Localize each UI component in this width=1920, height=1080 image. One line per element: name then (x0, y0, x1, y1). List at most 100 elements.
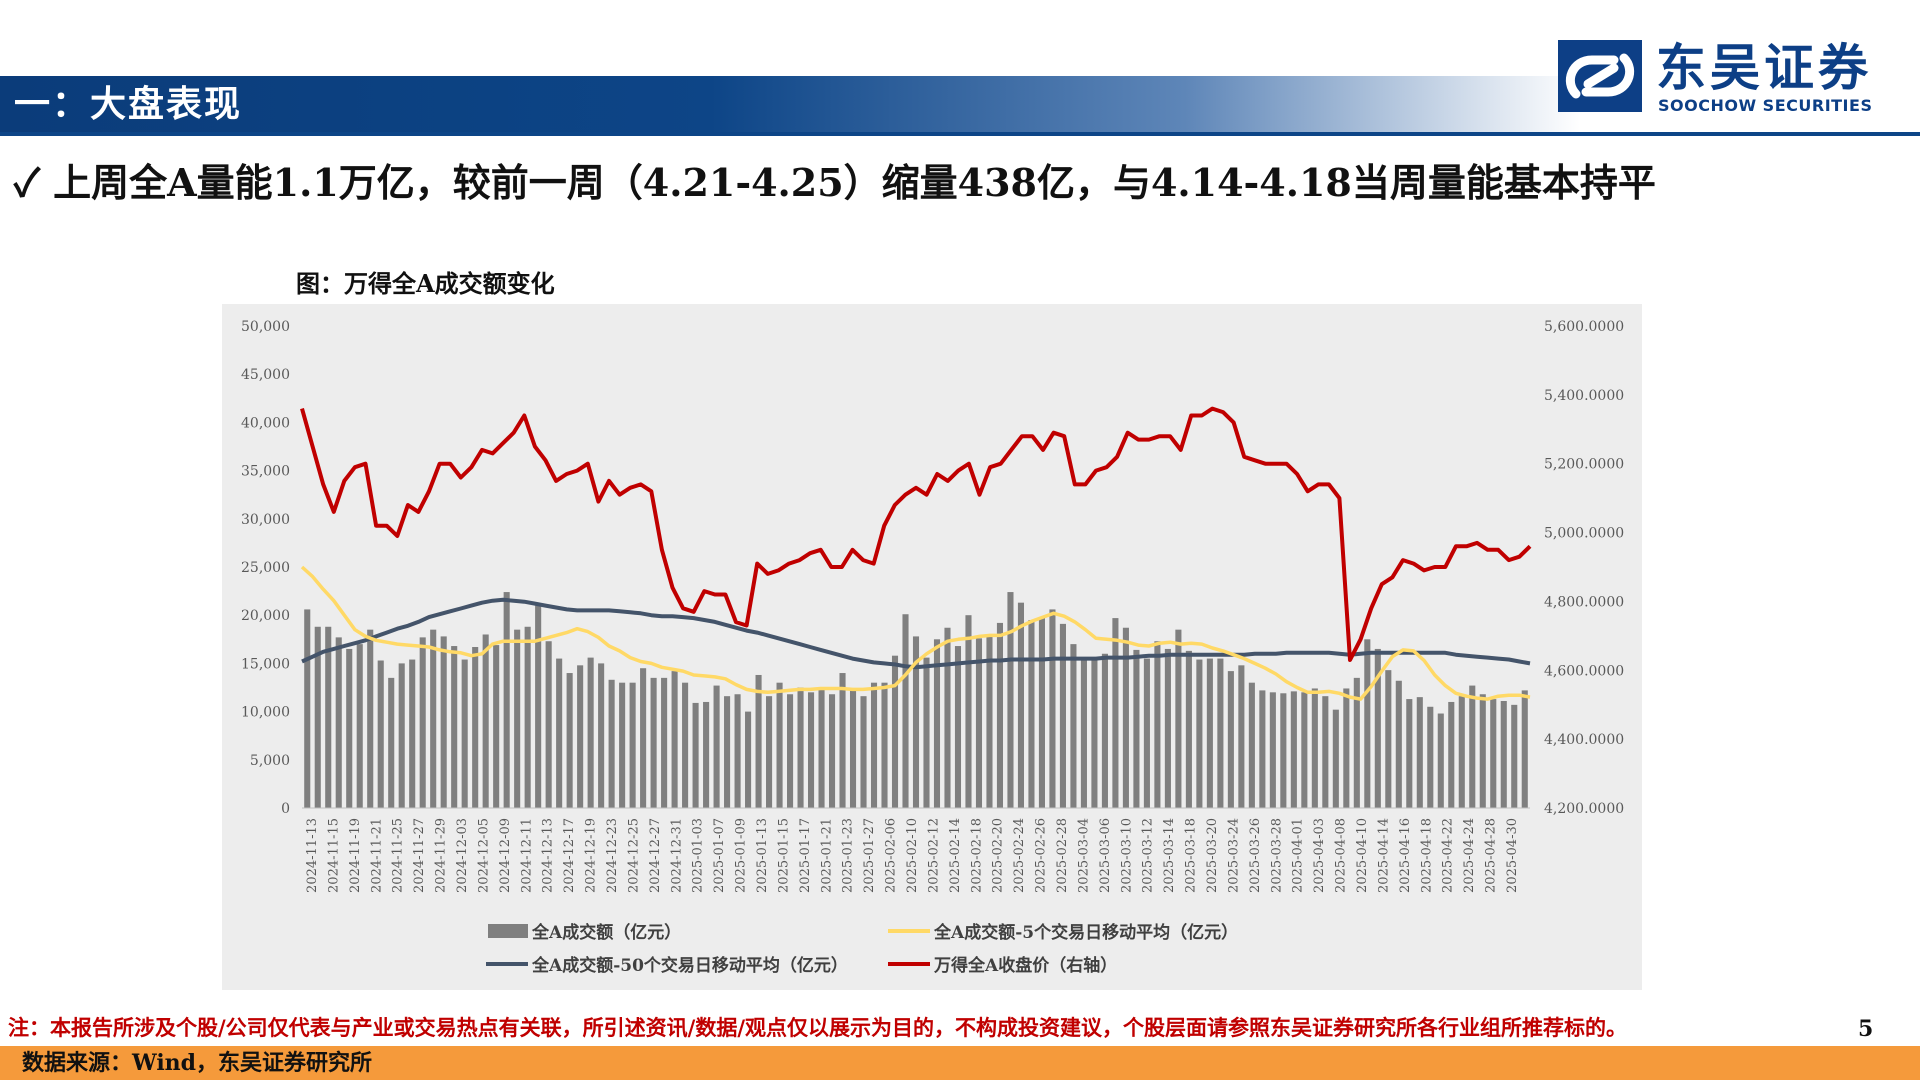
turnover-bar (304, 609, 311, 808)
turnover-bar (860, 696, 867, 808)
turnover-bar (828, 694, 836, 808)
x-tick-label: 2025-02-26 (1034, 818, 1049, 893)
turnover-bar (965, 615, 972, 808)
x-tick-label: 2025-03-12 (1141, 818, 1156, 893)
turnover-bar (671, 671, 678, 808)
header-divider (0, 132, 1920, 136)
turnover-bar (1175, 629, 1182, 808)
turnover-bar (923, 657, 930, 808)
turnover-bar (598, 663, 605, 808)
turnover-bar (629, 682, 636, 808)
x-tick-label: 2025-04-03 (1312, 818, 1327, 893)
turnover-bar (1437, 713, 1444, 808)
turnover-bar (1500, 700, 1507, 808)
company-logo: 东吴证券 SOOCHOW SECURITIES (1556, 38, 1906, 118)
x-tick-label: 2025-03-04 (1076, 818, 1091, 893)
x-tick-label: 2025-01-23 (841, 818, 856, 893)
turnover-bar (1448, 701, 1455, 808)
x-tick-label: 2024-12-11 (519, 818, 534, 893)
turnover-bar (891, 655, 899, 808)
x-tick-label: 2024-12-25 (626, 818, 641, 893)
turnover-bar (1322, 696, 1329, 808)
turnover-bar (419, 637, 426, 808)
turnover-bar (745, 711, 752, 808)
turnover-bar (1049, 609, 1056, 808)
turnover-bar (472, 647, 479, 808)
turnover-bar (839, 673, 846, 808)
turnover-bar (367, 629, 374, 808)
turnover-bar (849, 690, 857, 808)
turnover-bar (1185, 650, 1192, 808)
y-left-tick-label: 0 (281, 801, 290, 817)
x-tick-label: 2025-04-08 (1334, 818, 1349, 893)
turnover-bar (608, 679, 615, 808)
turnover-bar (766, 696, 773, 808)
header-band (0, 76, 1580, 132)
turnover-bar (1248, 682, 1255, 808)
turnover-bar (1406, 699, 1413, 808)
y-left-tick-label: 25,000 (241, 560, 290, 576)
turnover-chart: 50,000 45,000 40,000 35,000 30,000 25,000 20,0… (222, 304, 1642, 990)
legend-label: 全A成交额（亿元） (531, 922, 681, 943)
x-tick-label: 2025-03-06 (1098, 818, 1113, 893)
turnover-bar (954, 646, 962, 808)
x-tick-label: 2025-01-17 (798, 818, 813, 893)
turnover-bar (430, 629, 437, 808)
turnover-bar (1133, 649, 1140, 808)
turnover-bar (1070, 644, 1077, 808)
turnover-bar (797, 687, 804, 808)
x-tick-label: 2024-11-15 (326, 818, 341, 893)
y-right-tick-label: 5,400.0000 (1544, 388, 1624, 404)
turnover-bar (325, 626, 332, 808)
turnover-bar (587, 657, 594, 808)
turnover-bar (1280, 693, 1287, 808)
turnover-bar (682, 682, 689, 808)
turnover-bar (650, 677, 657, 808)
x-tick-label: 2024-11-21 (369, 818, 384, 893)
turnover-bar (1269, 692, 1276, 808)
turnover-bar (493, 645, 500, 808)
legend-label: 全A成交额-50个交易日移动平均（亿元） (531, 955, 848, 976)
x-tick-label: 2025-04-22 (1441, 818, 1456, 893)
turnover-bar (619, 682, 626, 808)
turnover-bar (807, 692, 815, 808)
x-tick-label: 2024-12-17 (562, 818, 577, 893)
page-number: 5 (1858, 1016, 1874, 1042)
turnover-bar (975, 638, 983, 808)
x-tick-label: 2025-04-01 (1291, 818, 1306, 893)
chart-caption: 图：万得全A成交额变化 (296, 269, 555, 298)
turnover-bar (514, 629, 521, 808)
turnover-bar (1490, 699, 1497, 808)
turnover-bar (1374, 648, 1381, 808)
turnover-bar (1101, 653, 1108, 808)
turnover-bar (1017, 602, 1025, 808)
x-tick-label: 2025-04-10 (1355, 818, 1370, 893)
logo-name-en: SOOCHOW SECURITIES (1658, 96, 1873, 115)
turnover-bar (996, 622, 1004, 808)
turnover-bar (1343, 688, 1350, 808)
x-tick-label: 2025-01-13 (755, 818, 770, 893)
data-source: 数据来源：Wind，东吴证券研究所 (22, 1050, 373, 1076)
turnover-bar (1416, 697, 1423, 808)
y-right-tick-label: 5,000.0000 (1544, 526, 1624, 542)
turnover-bar (1080, 659, 1087, 808)
x-tick-label: 2025-02-06 (884, 818, 899, 893)
turnover-bar (1059, 623, 1066, 808)
turnover-bar (1196, 659, 1203, 808)
x-tick-label: 2025-03-18 (1184, 818, 1199, 893)
turnover-bar (1332, 709, 1339, 808)
x-tick-label: 2025-02-18 (969, 818, 984, 893)
x-tick-label: 2024-12-23 (605, 818, 620, 893)
turnover-bar (692, 702, 699, 808)
turnover-bar (1038, 617, 1045, 808)
legend-label: 全A成交额-5个交易日移动平均（亿元） (933, 922, 1238, 943)
ma50-line (301, 597, 1531, 670)
x-tick-label: 2024-12-05 (476, 818, 491, 893)
x-tick-label: 2025-04-14 (1376, 818, 1391, 893)
turnover-bar (1028, 620, 1035, 808)
turnover-bar (640, 668, 647, 808)
turnover-bar (912, 636, 920, 808)
turnover-bar (398, 663, 405, 808)
y-right-tick-label: 5,200.0000 (1544, 457, 1624, 473)
turnover-bar (335, 637, 342, 808)
